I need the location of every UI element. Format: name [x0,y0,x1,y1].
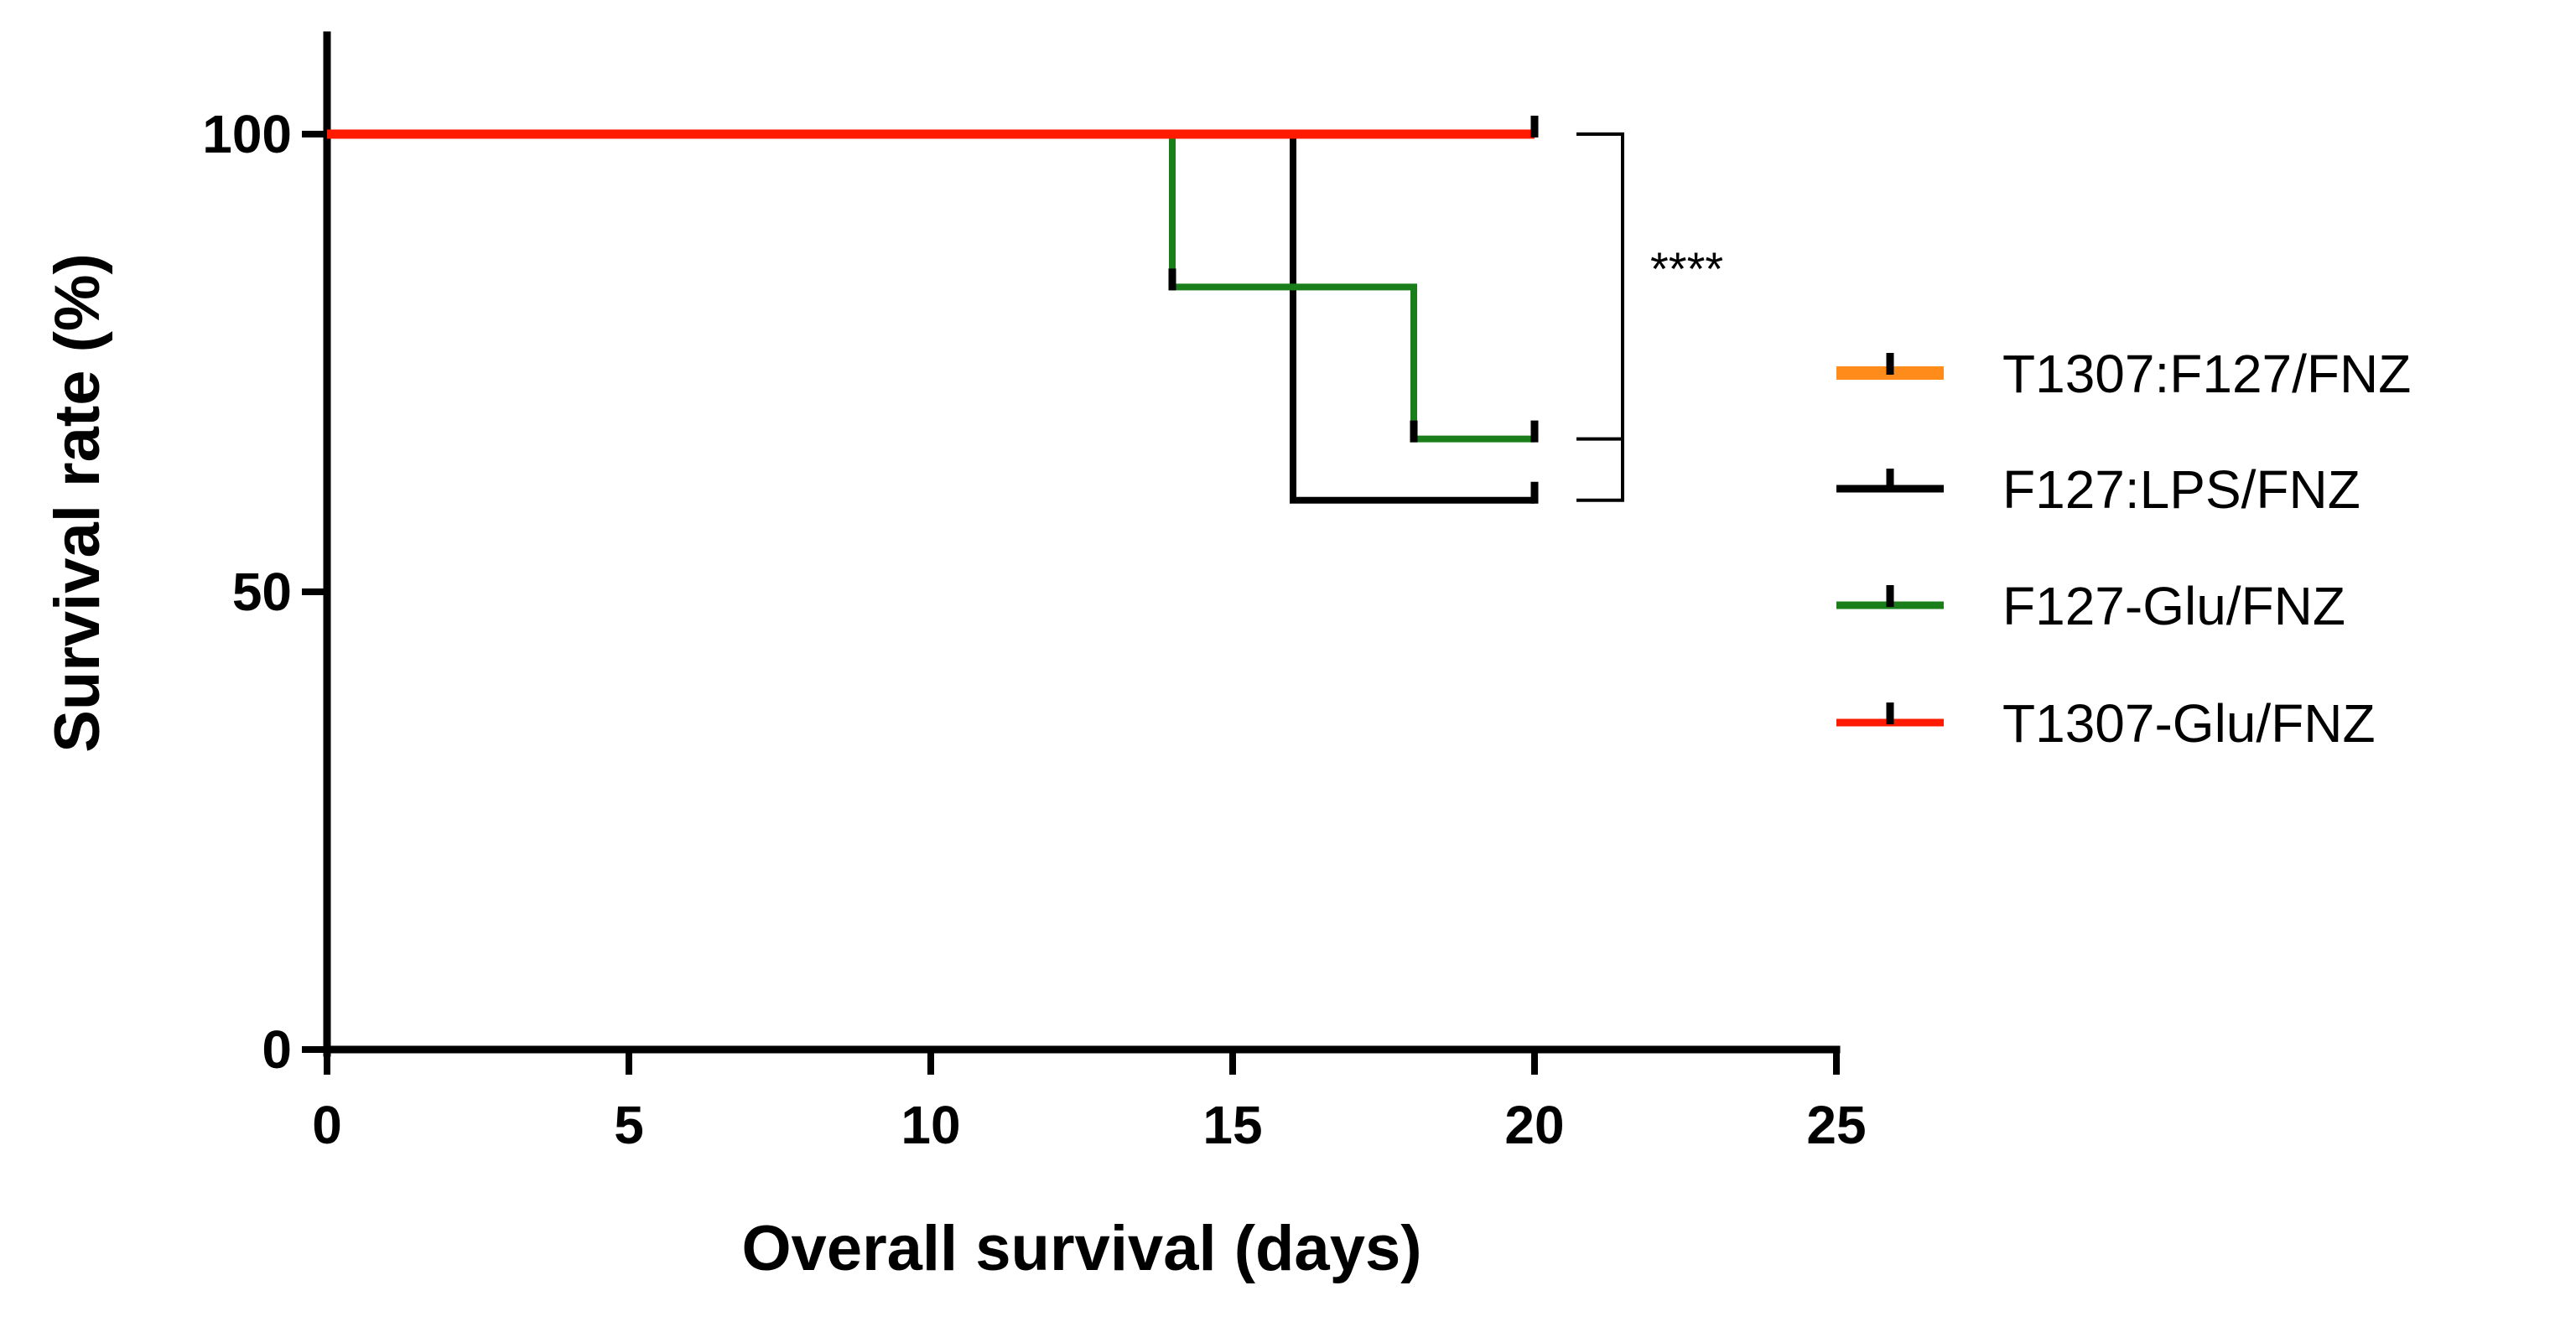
y-tick-label: 100 [202,104,292,164]
axes: 0 5 10 15 20 25 0 50 100 Overall survival (days) S… [42,31,1867,1284]
legend-label: F127:LPS/FNZ [2002,459,2360,520]
series-layer [327,116,1539,504]
series-2 [327,131,1539,443]
series-line [327,131,1535,443]
legend-label: T1307:F127/FNZ [2002,344,2411,404]
legend-item-2: F127-Glu/FNZ [1836,576,2345,636]
y-tick-label: 50 [232,562,292,622]
x-tick-label: 20 [1504,1095,1564,1155]
legend-item-3: T1307-Glu/FNZ [1836,693,2376,754]
legend-label: F127-Glu/FNZ [2002,576,2345,636]
annotation-layer: **** [1576,132,1723,502]
legend-item-0: T1307:F127/FNZ [1836,344,2411,404]
x-tick-label: 10 [901,1095,960,1155]
x-axis-title: Overall survival (days) [741,1213,1421,1284]
series-1 [327,131,1539,504]
series-line [327,131,1535,504]
legend-item-1: F127:LPS/FNZ [1836,459,2360,520]
y-tick-label: 0 [262,1019,292,1080]
y-axis-title: Survival rate (%) [42,253,113,753]
significance-label: **** [1650,242,1723,295]
x-tick-label: 5 [614,1095,644,1155]
legend: T1307:F127/FNZ F127:LPS/FNZ F127-Glu/FNZ T1… [1836,344,2411,754]
significance-bracket [1576,132,1624,502]
legend-label: T1307-Glu/FNZ [2002,693,2376,754]
x-tick-label: 25 [1806,1095,1866,1155]
x-tick-label: 0 [312,1095,342,1155]
x-tick-label: 15 [1202,1095,1262,1155]
series-3 [327,116,1539,139]
